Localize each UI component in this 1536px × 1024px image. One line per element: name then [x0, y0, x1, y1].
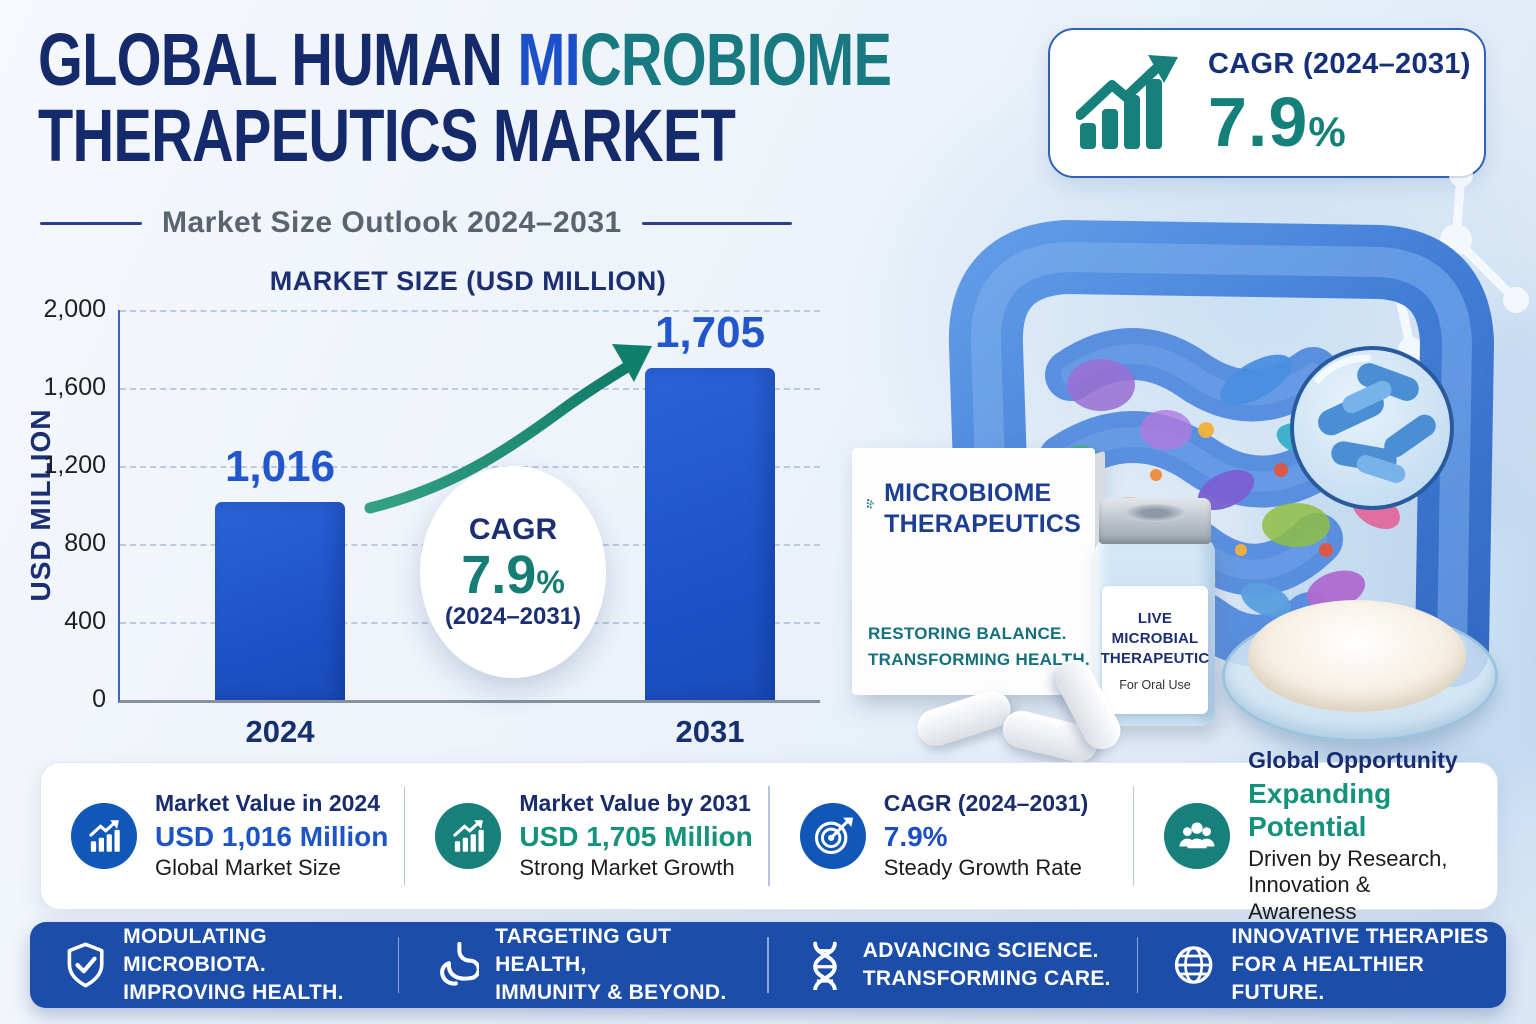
- gridline: [120, 310, 820, 312]
- product-box-tagline: RESTORING BALANCE. TRANSFORMING HEALTH.: [868, 624, 1090, 669]
- cagr-period: (2024–2031): [444, 603, 582, 631]
- divider: [768, 786, 770, 886]
- x-tick-label: 2024: [245, 714, 315, 749]
- footer-item-gut-health: TARGETING GUT HEALTH, IMMUNITY & BEYOND.: [399, 923, 767, 1007]
- bar-2024: [215, 501, 345, 700]
- y-tick-label: 400: [64, 607, 106, 635]
- cagr-annotation-bubble: CAGR 7.9% (2024–2031): [420, 466, 606, 678]
- target-icon: [814, 817, 853, 855]
- therapeutic-vial: LIVE MICROBIAL THERAPEUTIC For Oral Use: [1095, 498, 1215, 726]
- subtitle: Market Size Outlook 2024–2031: [162, 206, 622, 239]
- cagr-value: 7.9%: [461, 544, 565, 605]
- y-tick-label: 1,200: [43, 451, 106, 479]
- chart-title: MARKET SIZE (USD MILLION): [269, 266, 667, 296]
- capsule: [912, 686, 1016, 751]
- y-tick-label: 2,000: [43, 295, 106, 323]
- vial-label: LIVE MICROBIAL THERAPEUTIC For Oral Use: [1101, 586, 1209, 714]
- divider: [403, 786, 406, 886]
- cagr-badge-label: CAGR (2024–2031): [1208, 47, 1471, 80]
- stat-icon-circle: [1164, 803, 1231, 869]
- vial-cap: [1099, 498, 1211, 544]
- stat-global-opportunity: Global Opportunity Expanding Potential D…: [1134, 747, 1497, 925]
- stats-card: Market Value in 2024 USD 1,016 Million G…: [40, 747, 1498, 924]
- footer-bar: MODULATING MICROBIOTA. IMPROVING HEALTH. …: [30, 922, 1506, 1008]
- bar-value-label: 1,705: [654, 307, 766, 357]
- stat-icon-circle: [71, 802, 137, 869]
- stat-icon-circle: [435, 802, 502, 869]
- people-icon: [1179, 822, 1215, 849]
- footer-item-innovation: INNOVATIVE THERAPIES FOR A HEALTHIER FUTU…: [1138, 923, 1506, 1007]
- product-box: MICROBIOME THERAPEUTICS RESTORING BALANC…: [852, 448, 1105, 695]
- bar-chart-plot: 0 400 800 1,200 1,600 2,000 1,016 2024 1,705 2031: [43, 295, 820, 749]
- title-line1: GLOBAL HUMAN MICROBIOME: [38, 18, 892, 101]
- stomach-icon: [440, 941, 480, 986]
- stat-market-value-2024: Market Value in 2024 USD 1,016 Million G…: [41, 790, 404, 882]
- bar-2031: [645, 367, 775, 700]
- petri-dish: [1222, 592, 1498, 742]
- cagr-badge: CAGR (2024–2031) 7.9%: [1048, 28, 1486, 178]
- stat-icon-circle: [799, 802, 866, 869]
- footer-item-microbiota: MODULATING MICROBIOTA. IMPROVING HEALTH.: [30, 923, 398, 1007]
- subtitle-rule-right: [641, 221, 792, 225]
- bar-chart-arrow-icon: [89, 820, 120, 852]
- page-title: GLOBAL HUMAN MICROBIOME THERAPEUTICS MAR…: [38, 22, 892, 177]
- bar-value-label: 1,016: [224, 441, 336, 491]
- title-line2: THERAPEUTICS MARKET: [38, 94, 736, 177]
- y-tick-label: 1,600: [43, 373, 106, 401]
- dna-icon: [812, 941, 837, 990]
- product-box-title: MICROBIOME THERAPEUTICS: [884, 479, 1081, 538]
- bar-chart-arrow-icon: [453, 820, 485, 852]
- divider: [397, 937, 400, 993]
- petri-powder: [1248, 600, 1466, 712]
- divider: [1132, 786, 1135, 886]
- divider: [1136, 937, 1139, 993]
- footer-item-science: ADVANCING SCIENCE. TRANSFORMING CARE.: [769, 937, 1137, 993]
- stat-cagr: CAGR (2024–2031) 7.9% Steady Growth Rate: [770, 790, 1133, 882]
- microbiome-logo-icon: [866, 498, 874, 509]
- growth-chart-icon: [1076, 55, 1178, 149]
- y-tick-label: 0: [92, 685, 106, 713]
- y-axis-label: USD MILLION: [25, 408, 56, 602]
- y-tick-label: 800: [64, 529, 106, 557]
- x-tick-label: 2031: [675, 714, 745, 749]
- subtitle-row: Market Size Outlook 2024–2031: [40, 206, 800, 240]
- shield-check-icon: [67, 942, 104, 988]
- divider: [767, 937, 769, 993]
- globe-icon: [1175, 946, 1213, 984]
- cagr-label: CAGR: [468, 512, 558, 546]
- subtitle-rule-left: [40, 221, 142, 225]
- cagr-badge-value: 7.9%: [1208, 82, 1347, 161]
- stat-market-value-2031: Market Value by 2031 USD 1,705 Million S…: [405, 790, 768, 882]
